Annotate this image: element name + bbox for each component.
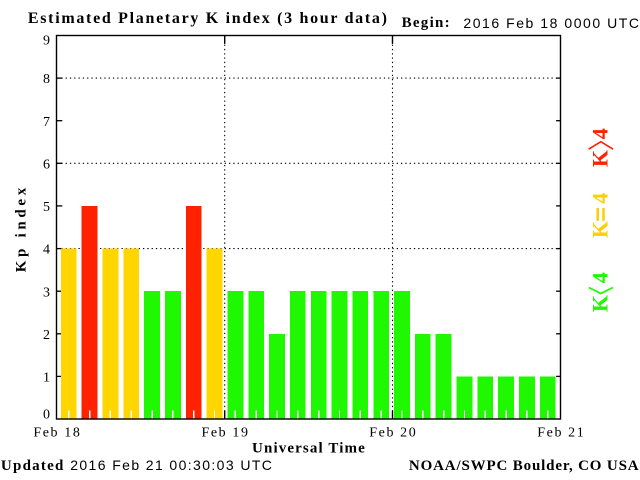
svg-text:1: 1 <box>43 371 50 386</box>
svg-text:K: K <box>588 150 613 167</box>
svg-text:4: 4 <box>588 272 613 283</box>
svg-text:Feb 20: Feb 20 <box>369 426 416 441</box>
svg-text:Begin:: Begin: <box>402 15 450 31</box>
svg-text:K: K <box>588 295 613 312</box>
svg-text:6: 6 <box>43 157 50 172</box>
svg-text:Universal Time: Universal Time <box>252 441 365 457</box>
svg-text:4: 4 <box>43 243 50 258</box>
svg-text:5: 5 <box>43 200 50 215</box>
svg-text:Feb 19: Feb 19 <box>201 426 248 441</box>
svg-text:2016 Feb 18 0000 UTC: 2016 Feb 18 0000 UTC <box>463 15 639 31</box>
svg-text:7: 7 <box>43 115 50 130</box>
svg-text:0: 0 <box>43 408 50 423</box>
svg-text:Feb 18: Feb 18 <box>33 426 80 441</box>
svg-text:9: 9 <box>43 34 50 49</box>
svg-text:2: 2 <box>43 328 50 343</box>
svg-text:Estimated Planetary K index (3: Estimated Planetary K index (3 hour data… <box>28 10 387 27</box>
svg-text:Feb 21: Feb 21 <box>537 426 584 441</box>
svg-text:4: 4 <box>588 128 613 139</box>
svg-text:4: 4 <box>588 193 613 204</box>
svg-text:K: K <box>588 221 613 238</box>
svg-text:8: 8 <box>43 72 50 87</box>
svg-text:Updated: Updated <box>1 458 64 474</box>
svg-text:NOAA/SWPC Boulder, CO USA: NOAA/SWPC Boulder, CO USA <box>409 458 639 474</box>
svg-text:3: 3 <box>43 285 50 300</box>
svg-text:2016 Feb 21 00:30:03 UTC: 2016 Feb 21 00:30:03 UTC <box>70 457 272 473</box>
